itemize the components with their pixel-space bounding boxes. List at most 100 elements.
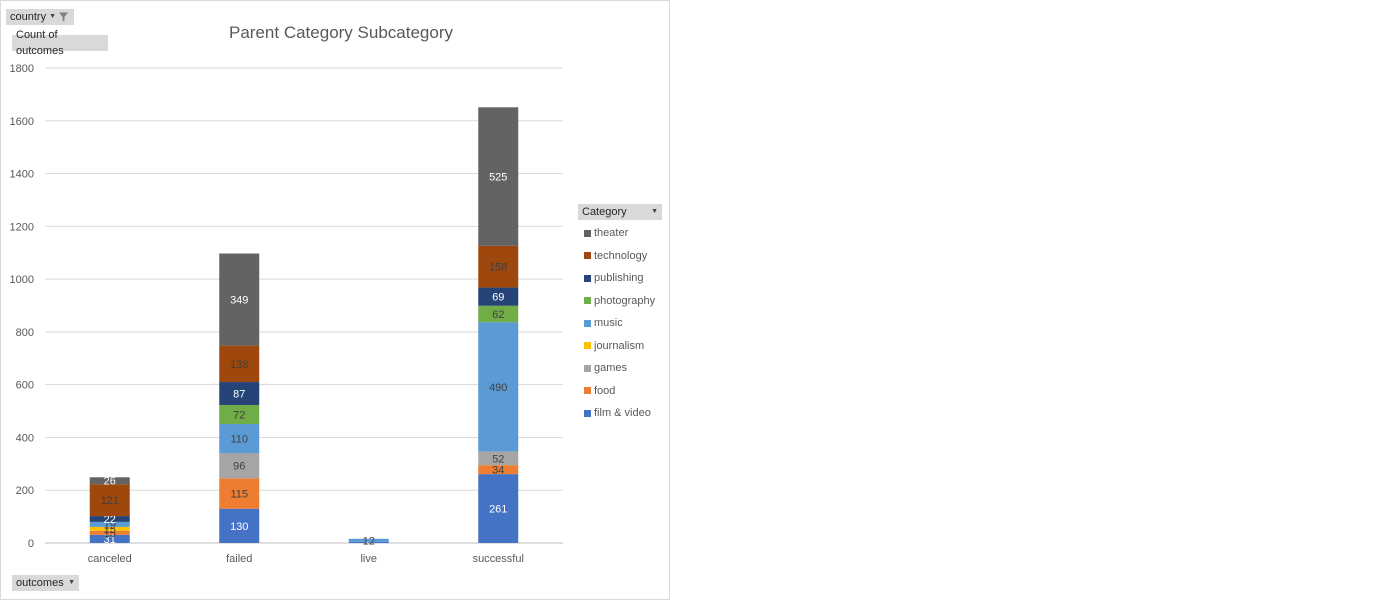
- country-filter-button[interactable]: country ▼: [6, 9, 74, 25]
- legend-swatch: [584, 342, 591, 349]
- data-label: 525: [489, 172, 507, 184]
- legend-item: film & video: [584, 406, 651, 420]
- legend-label: publishing: [594, 272, 644, 284]
- bar-segment: [219, 478, 260, 509]
- pivot-chart: country ▼ Count of outcomes Parent Categ…: [0, 0, 670, 600]
- values-field-button: Count of outcomes: [12, 29, 108, 57]
- bar-segment: [219, 345, 260, 383]
- bar-segment: [348, 541, 389, 543]
- y-tick-label: 1000: [10, 274, 34, 286]
- data-label: 19: [104, 519, 116, 531]
- legend-swatch: [584, 319, 591, 327]
- x-tick-label: canceled: [88, 553, 132, 565]
- category-field-label: Category: [582, 206, 627, 218]
- legend-label: theater: [594, 227, 629, 239]
- data-label: 158: [489, 262, 507, 274]
- country-filter-label: country: [10, 11, 47, 23]
- y-tick-label: 400: [16, 432, 34, 444]
- bar-segment: [219, 382, 260, 405]
- bar-segment: [219, 453, 260, 479]
- legend-swatch: [584, 297, 591, 304]
- outcomes-axis-button[interactable]: outcomes ▼: [12, 575, 79, 591]
- y-tick-label: 1400: [10, 169, 34, 181]
- y-tick-label: 600: [16, 380, 34, 392]
- category-legend-button[interactable]: Category ▼: [578, 204, 662, 220]
- data-label: 52: [492, 453, 504, 465]
- legend-item: theater: [584, 226, 628, 240]
- bar-segment: [89, 534, 130, 543]
- bar-segment: [478, 451, 519, 466]
- data-label: 96: [233, 461, 245, 473]
- data-label: 349: [230, 295, 248, 307]
- legend-item: music: [584, 316, 623, 330]
- legend-swatch: [584, 387, 591, 394]
- legend-label: technology: [594, 249, 648, 262]
- x-tick-label: live: [360, 553, 377, 565]
- bar-segment: [478, 245, 519, 288]
- data-label: 12: [363, 535, 375, 547]
- bar-segment: [478, 287, 519, 306]
- bar-segment: [348, 538, 389, 542]
- filter-funnel-icon: [59, 12, 69, 22]
- bar-segment: [478, 107, 519, 246]
- data-label: 34: [492, 465, 504, 477]
- dropdown-arrow-icon: ▼: [68, 579, 75, 586]
- values-field-label: Count of outcomes: [16, 29, 64, 57]
- legend-swatch: [584, 252, 591, 259]
- y-tick-label: 1200: [10, 221, 34, 233]
- x-tick-label: failed: [226, 553, 252, 565]
- legend-item: publishing: [584, 271, 644, 285]
- data-label: 4: [366, 537, 372, 549]
- bar-segment: [219, 423, 260, 454]
- legend-label: film & video: [594, 407, 651, 419]
- legend-label: music: [594, 317, 623, 329]
- legend-item: games: [584, 361, 627, 375]
- data-label: 490: [489, 382, 507, 394]
- outcomes-field-label: outcomes: [16, 577, 64, 589]
- legend-item: journalism: [584, 339, 644, 353]
- dropdown-arrow-icon: ▼: [49, 13, 57, 20]
- data-label: 87: [233, 389, 245, 401]
- chart-title: Parent Category Subcategory: [229, 23, 453, 42]
- bar-segment: [89, 521, 130, 527]
- bar-segment: [89, 477, 130, 485]
- plot-area: 0200400600800100012001400160018003115151…: [10, 63, 563, 565]
- legend-item: food: [584, 384, 615, 398]
- x-tick-label: successful: [473, 553, 524, 565]
- data-label: 110: [230, 434, 248, 446]
- data-label: 31: [104, 534, 116, 546]
- legend-swatch: [584, 364, 591, 372]
- bar-segment: [478, 465, 519, 475]
- bar-segment: [219, 508, 260, 543]
- y-tick-label: 200: [16, 485, 34, 497]
- legend-item: technology: [584, 249, 647, 263]
- bar-segment: [89, 484, 130, 517]
- legend-label: games: [594, 362, 628, 374]
- legend-swatch: [584, 409, 591, 417]
- dropdown-arrow-icon: ▼: [651, 208, 658, 215]
- y-tick-label: 1600: [10, 116, 34, 128]
- bar-segment: [219, 404, 260, 424]
- legend-swatch: [584, 229, 591, 237]
- data-label: 72: [233, 409, 245, 421]
- legend-label: journalism: [594, 339, 645, 352]
- data-label: 26: [104, 476, 116, 488]
- bar-segment: [219, 253, 260, 346]
- bar-segment: [478, 305, 519, 323]
- legend-swatch: [584, 274, 591, 282]
- y-tick-label: 1800: [10, 63, 34, 75]
- legend-label: food: [594, 384, 616, 397]
- data-label: 115: [230, 489, 248, 501]
- data-label: 138: [230, 359, 248, 371]
- bar-segment: [89, 516, 130, 522]
- data-label: 69: [492, 292, 504, 304]
- data-label: 130: [230, 521, 248, 533]
- legend-item: photography: [584, 294, 655, 308]
- data-label: 22: [104, 514, 116, 526]
- bar-segment: [89, 530, 130, 535]
- bar-segment: [478, 474, 519, 543]
- bar-segment: [89, 526, 130, 531]
- legend-label: photography: [594, 294, 656, 307]
- y-tick-label: 0: [28, 538, 34, 550]
- data-label: 62: [492, 309, 504, 321]
